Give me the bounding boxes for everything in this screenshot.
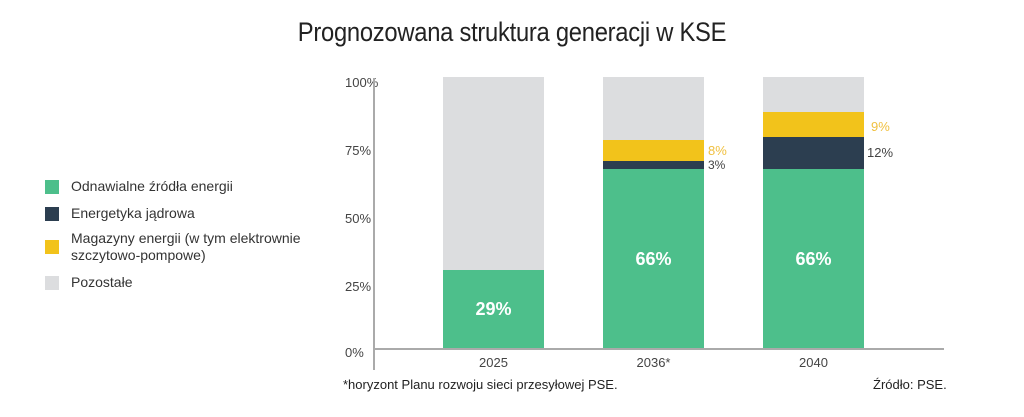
bar-2036: 66% [603, 77, 704, 349]
legend-item-renewables: Odnawialne źródła energii [45, 178, 233, 195]
value-label: 66% [795, 248, 832, 269]
value-label-storage-2040: 9% [871, 119, 890, 134]
ytick-100: 100% [345, 75, 379, 90]
ytick-50: 50% [345, 211, 372, 226]
ytick-25: 25% [345, 279, 372, 294]
value-label: 66% [635, 248, 672, 269]
segment-other [603, 77, 704, 140]
legend-swatch-other [45, 275, 59, 290]
legend-label: Energetyka jądrowa [71, 205, 195, 221]
segment-storage [603, 139, 704, 162]
value-label: 29% [475, 299, 512, 320]
xtick-2040: 2040 [799, 355, 828, 370]
segment-storage [763, 112, 864, 137]
legend-label-line2: szczytowo-pompowe) [71, 247, 206, 263]
segment-other [443, 77, 544, 271]
bar-2040: 66% [763, 77, 864, 349]
legend-label: Pozostałe [71, 274, 133, 290]
value-label-nuclear-2040: 12% [867, 145, 894, 160]
value-label-storage-2036: 8% [708, 143, 727, 158]
legend-label: Odnawialne źródła energii [71, 178, 233, 194]
ytick-0: 0% [345, 345, 364, 360]
legend-label: Magazyny energii (w tym elektrownie [71, 230, 301, 246]
segment-renewables: 66% [763, 169, 864, 349]
xtick-2036: 2036* [636, 355, 671, 370]
segment-other [763, 77, 864, 113]
value-label-nuclear-2036: 3% [708, 158, 726, 172]
legend-item-other: Pozostałe [45, 274, 132, 291]
segment-renewables: 66% [603, 169, 704, 349]
legend-swatch-renewables [45, 179, 59, 194]
segment-renewables: 29% [443, 270, 544, 349]
segment-nuclear [763, 136, 864, 170]
ytick-75: 75% [345, 143, 372, 158]
x-axis-line [373, 348, 944, 350]
bar-2025: 29% [443, 77, 544, 349]
source-note: Źródło: PSE. [873, 377, 947, 392]
chart-title: Prognozowana struktura generacji w KSE [297, 17, 727, 47]
legend-item-nuclear: Energetyka jądrowa [45, 205, 195, 222]
xtick-2025: 2025 [479, 355, 508, 370]
legend-swatch-nuclear [45, 206, 59, 221]
segment-nuclear [603, 161, 704, 170]
y-axis-line [373, 78, 375, 370]
legend-item-storage: Magazyny energii (w tym elektrownie szcz… [45, 230, 301, 264]
footnote: *horyzont Planu rozwoju sieci przesyłowe… [343, 377, 618, 392]
legend-swatch-storage [45, 240, 59, 254]
